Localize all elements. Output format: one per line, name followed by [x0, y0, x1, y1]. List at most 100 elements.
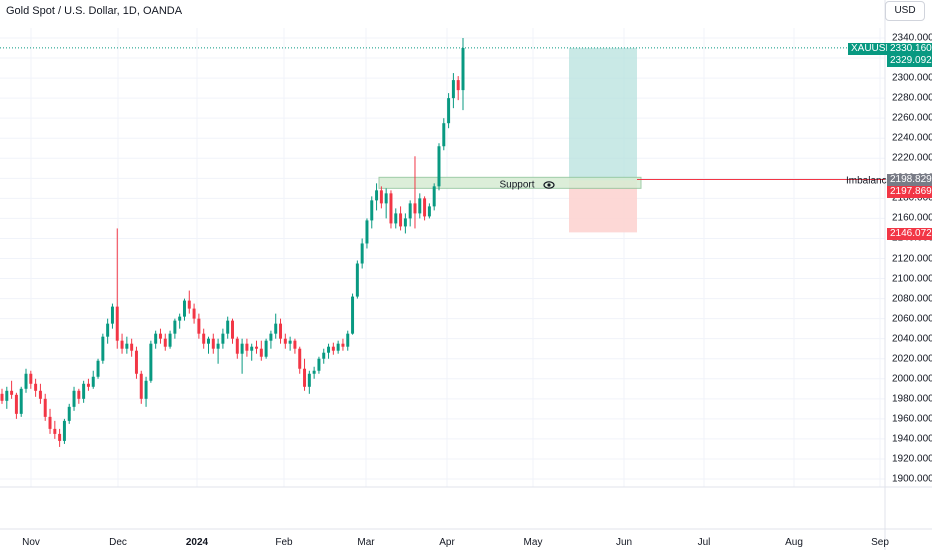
- candle-body: [101, 336, 105, 361]
- support-zone: [378, 176, 642, 189]
- candle-body: [408, 203, 412, 219]
- candle-body: [360, 243, 364, 264]
- candle-body: [158, 333, 162, 339]
- candle-body: [298, 348, 302, 369]
- candle-body: [149, 343, 153, 381]
- candle-body: [456, 80, 460, 91]
- price-tick-label: 2260.000: [892, 112, 932, 124]
- price-tick-label: 1940.000: [892, 433, 932, 445]
- candle-body: [154, 333, 158, 344]
- price-tick-label: 1900.000: [892, 473, 932, 485]
- candle-body: [67, 406, 71, 421]
- candle-body: [432, 186, 436, 207]
- candle-body: [279, 323, 283, 339]
- candle-body: [269, 333, 273, 341]
- eye-icon[interactable]: [543, 181, 555, 189]
- target-zone: [569, 47, 637, 181]
- candle-body: [106, 323, 110, 337]
- candle-body: [19, 388, 23, 414]
- price-tick-label: 2300.000: [892, 72, 932, 84]
- candle-body: [365, 220, 369, 244]
- candle-body: [38, 390, 42, 399]
- stop-zone: [569, 180, 637, 233]
- candle-body: [423, 198, 427, 217]
- price-tick-label: 2180.000: [892, 192, 932, 204]
- candle-body: [331, 346, 335, 351]
- candle-body: [341, 343, 345, 347]
- candle-body: [317, 358, 321, 371]
- candle-body: [139, 373, 143, 399]
- candle-body: [327, 346, 331, 353]
- candle-body: [447, 98, 451, 124]
- candle-body: [58, 433, 62, 441]
- candle-body: [255, 346, 258, 349]
- price-tick-label: 1960.000: [892, 413, 932, 425]
- candle-body: [274, 323, 278, 334]
- time-tick-label: Jun: [615, 537, 633, 548]
- candle-body: [207, 338, 210, 344]
- candle-body: [231, 320, 234, 339]
- time-tick-label: Feb: [275, 537, 293, 548]
- price-tick-label: 2160.000: [892, 212, 932, 224]
- support-label: Support: [499, 179, 535, 191]
- candle-body: [351, 296, 355, 334]
- candle-body: [240, 343, 244, 354]
- candle-body: [53, 428, 57, 434]
- candle-body: [355, 263, 359, 297]
- price-tick-label: 2080.000: [892, 293, 932, 305]
- candle-body: [144, 380, 148, 399]
- candle-body: [288, 340, 292, 344]
- price-tick-label: 1920.000: [892, 453, 932, 465]
- candle-body: [192, 308, 196, 319]
- price-tick-label: 2000.000: [892, 373, 932, 385]
- currency-button[interactable]: USD: [885, 1, 925, 21]
- candle-body: [451, 80, 455, 99]
- candle-body: [91, 376, 95, 387]
- candle-body: [182, 300, 186, 317]
- time-tick-label: May: [523, 537, 543, 548]
- price-tick-label: 2220.000: [892, 152, 932, 164]
- last-price-tag: 2330.160: [887, 43, 932, 55]
- time-tick-label: Mar: [357, 537, 375, 548]
- candle-body: [442, 123, 446, 147]
- candle-body: [163, 338, 167, 347]
- time-tick-label: Nov: [22, 537, 40, 548]
- candle-body: [375, 190, 379, 201]
- candle-body: [197, 318, 201, 334]
- candle-body: [187, 300, 191, 309]
- symbol-tag: XAUUSD: [848, 43, 896, 55]
- second-price-tag: 2329.092: [887, 55, 932, 67]
- candle-body: [461, 48, 465, 91]
- candle-body: [303, 368, 307, 387]
- candle-body: [394, 213, 398, 224]
- candle-body: [293, 340, 297, 349]
- candle-body: [384, 193, 388, 204]
- candle-body: [226, 320, 230, 334]
- candle-body: [14, 394, 18, 414]
- time-tick-label: Aug: [785, 537, 803, 548]
- candle-body: [29, 373, 33, 384]
- price-tick-label: 1980.000: [892, 393, 932, 405]
- candle-body: [173, 320, 177, 334]
- time-tick-label: Jul: [697, 537, 711, 548]
- candle-body: [389, 193, 393, 224]
- candle-body: [34, 383, 38, 391]
- chart-title: Gold Spot / U.S. Dollar, 1D, OANDA: [6, 5, 183, 17]
- time-tick-label: Sep: [871, 537, 889, 548]
- candle-body: [110, 306, 114, 324]
- candle-body: [115, 306, 119, 341]
- time-tick-label: 2024: [185, 537, 209, 548]
- candle-body: [77, 390, 81, 399]
- price-tick-label: 2240.000: [892, 132, 932, 144]
- candle-body: [370, 200, 374, 221]
- candle-body: [211, 338, 215, 349]
- candle-body: [24, 373, 28, 389]
- candle-body: [259, 348, 263, 357]
- candle-body: [178, 316, 182, 321]
- candle-body: [96, 360, 100, 377]
- candle-body: [346, 333, 350, 347]
- candle-body: [72, 390, 76, 407]
- stop-price-tag: 2146.072: [887, 228, 932, 240]
- candle-body: [202, 333, 206, 344]
